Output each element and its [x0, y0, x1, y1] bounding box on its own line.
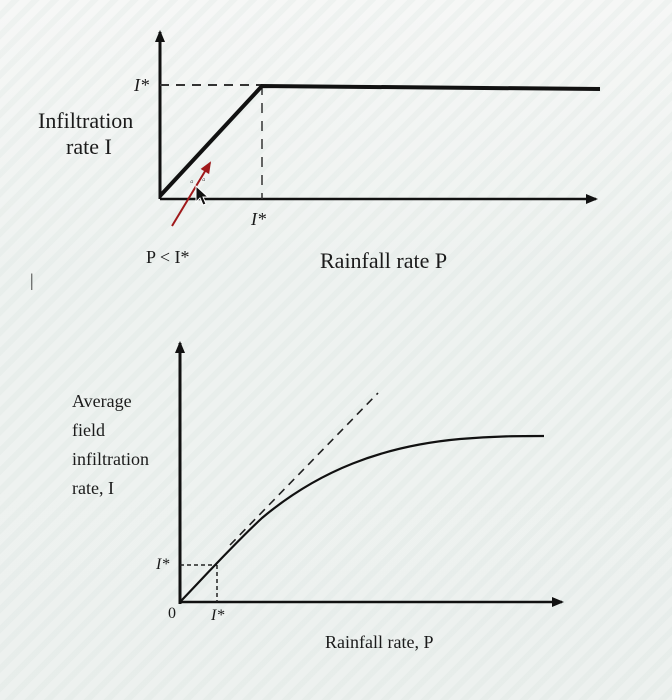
- bottom-plot: [175, 341, 564, 607]
- top-plot: [155, 30, 601, 227]
- top-annotation-label: P < I*: [146, 247, 190, 267]
- bottom-xstar-label: I*: [211, 607, 225, 624]
- top-ystar-label: I*: [134, 75, 149, 95]
- bottom-ystar-label: I*: [156, 556, 170, 573]
- bottom-x-axis-label: Rainfall rate, P: [325, 632, 434, 652]
- top-y-axis-label-line1: Infiltration: [38, 108, 134, 133]
- top-x-axis-label: Rainfall rate P: [320, 248, 448, 273]
- mouse-cursor-icon: [190, 178, 210, 206]
- bottom-y-axis-label-line2: field: [72, 420, 105, 440]
- margin-mark: |: [30, 270, 34, 290]
- bottom-infiltration-curve: [179, 434, 545, 603]
- top-infiltration-curve: [158, 83, 601, 198]
- top-annotation-arrow: [171, 161, 212, 227]
- bottom-y-axis-label-line4: rate, I: [72, 478, 114, 498]
- bottom-y-axis-label-line1: Average: [72, 391, 132, 411]
- bottom-origin-label: 0: [168, 605, 176, 622]
- top-xstar-label: I*: [251, 209, 266, 229]
- bottom-y-axis-label-line3: infiltration: [72, 449, 149, 469]
- bottom-asymptote-dashed-line: [229, 392, 379, 546]
- top-y-axis-label-line2: rate I: [66, 134, 112, 159]
